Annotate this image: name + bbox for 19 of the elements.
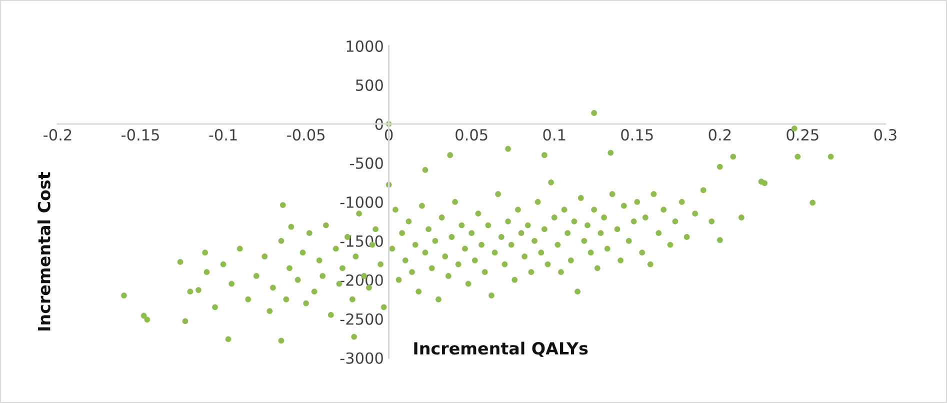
y-tick-label: -3000 [340,352,383,364]
x-tick-label: 0.1 [543,129,566,141]
x-tick-label: -0.05 [287,129,324,141]
x-axis-title: Incremental QALYs [414,342,588,357]
y-tick-label: -2500 [340,313,383,325]
y-tick-label: -2000 [340,274,383,286]
x-tick-label: 0.15 [621,129,653,141]
x-tick-label: 0.3 [874,129,896,141]
y-tick-label: -500 [350,157,383,169]
y-tick-label: -1000 [340,196,383,208]
x-tick-label: 0.2 [708,129,731,141]
x-tick-label: -0.15 [122,129,159,141]
y-tick-label: 1000 [346,40,383,52]
y-axis-title: Incremental Cost [38,172,50,330]
x-tick-label: 0.25 [786,129,818,141]
y-tick-label: 500 [356,79,383,91]
x-tick-label: 0.05 [456,129,488,141]
x-tick-label: -0.2 [44,129,72,141]
x-tick-label: -0.1 [209,129,237,141]
